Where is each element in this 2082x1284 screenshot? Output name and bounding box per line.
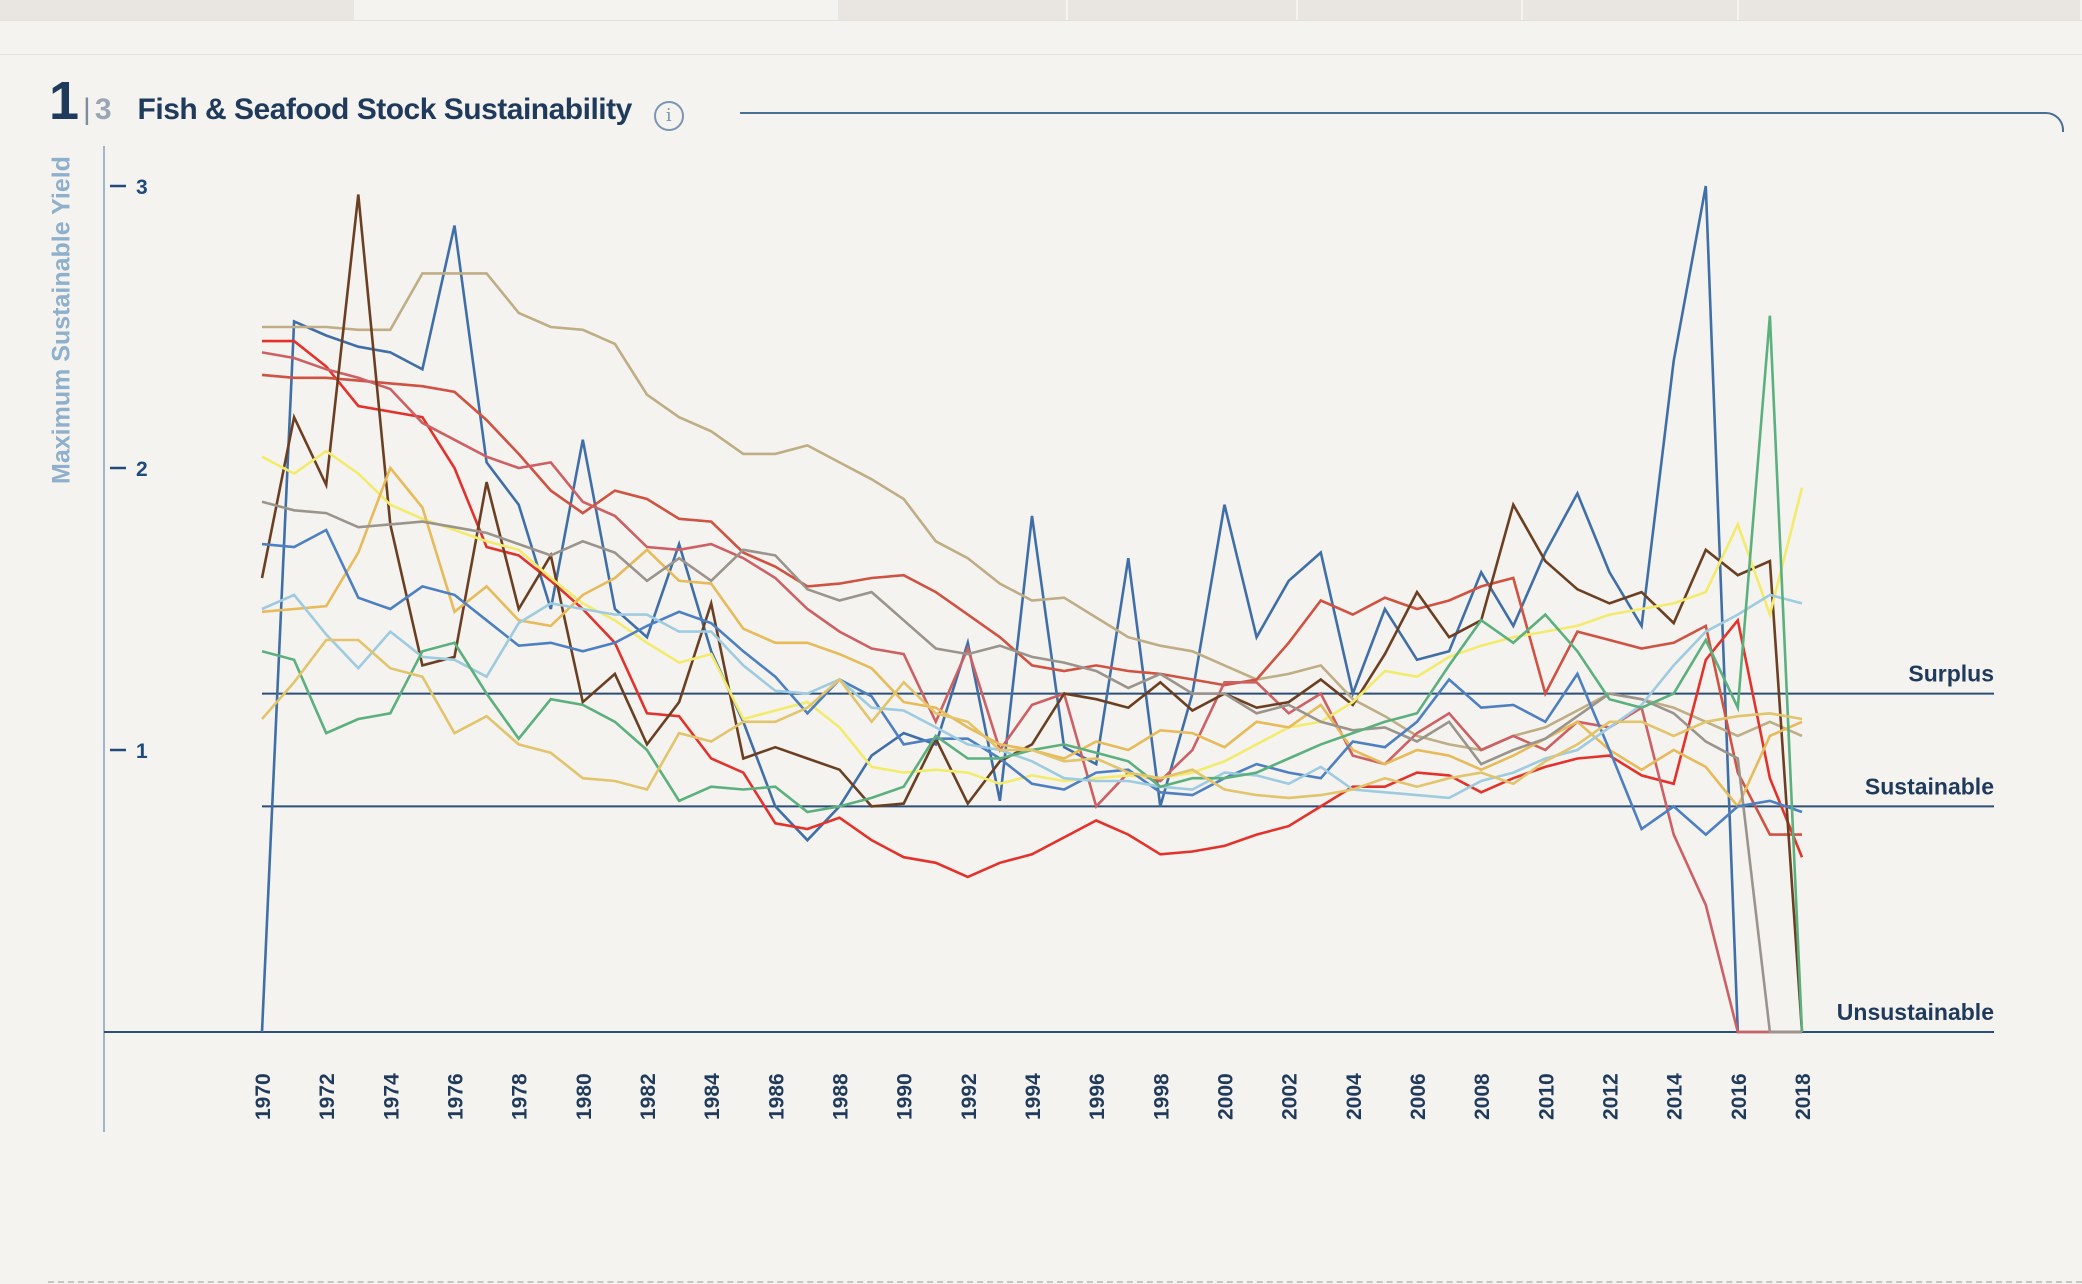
x-tick-label: 1988	[830, 1073, 853, 1120]
x-tick-label: 1992	[958, 1073, 981, 1120]
x-tick-label: 2012	[1600, 1073, 1623, 1120]
x-tick-label: 1994	[1022, 1073, 1045, 1120]
tab-7[interactable]	[1739, 0, 2082, 20]
x-tick-label: 2018	[1792, 1073, 1815, 1120]
x-tick-label: 1984	[701, 1073, 724, 1120]
x-tick-label: 2016	[1728, 1073, 1751, 1120]
tab-1[interactable]	[0, 0, 356, 20]
tab-5[interactable]	[1298, 0, 1523, 20]
info-icon[interactable]: i	[653, 100, 684, 131]
top-tab-strip	[0, 0, 2082, 21]
page-separator: |	[83, 93, 91, 126]
x-tick-label: 1986	[765, 1073, 788, 1120]
x-tick-label: 1990	[894, 1073, 917, 1120]
top-divider	[0, 54, 2082, 55]
reference-line-label: Sustainable	[1865, 773, 1994, 799]
x-tick-label: 2004	[1343, 1073, 1366, 1120]
x-tick-label: 1976	[445, 1073, 468, 1120]
x-tick-label: 1974	[380, 1073, 403, 1120]
series-line	[261, 638, 1803, 800]
tab-6[interactable]	[1523, 0, 1739, 20]
chart-header: 1 | 3 Fish & Seafood Stock Sustainabilit…	[49, 70, 684, 150]
y-tick-label: 2	[136, 458, 148, 481]
series-line	[262, 272, 1803, 752]
x-tick-label: 1998	[1150, 1073, 1173, 1120]
x-tick-label: 1972	[316, 1073, 339, 1120]
series-line	[260, 185, 1802, 1034]
page-total: 3	[94, 93, 112, 126]
x-tick-label: 1980	[573, 1073, 596, 1120]
bottom-divider	[48, 1281, 2082, 1283]
series-line	[261, 500, 1802, 1034]
series-line	[261, 351, 1802, 1034]
series-line	[261, 593, 1803, 800]
tab-3[interactable]	[838, 0, 1068, 20]
series-line	[261, 528, 1803, 837]
x-tick-label: 2000	[1215, 1073, 1238, 1120]
series-line	[261, 315, 1804, 1033]
tab-4[interactable]	[1068, 0, 1298, 20]
y-tick-label: 3	[136, 176, 148, 199]
reference-line-label: Surplus	[1908, 661, 1994, 687]
x-tick-label: 1970	[252, 1073, 275, 1120]
x-tick-label: 2006	[1407, 1073, 1430, 1120]
series-line	[260, 194, 1804, 1033]
x-tick-label: 2002	[1279, 1073, 1302, 1120]
page-number: 1	[49, 71, 79, 131]
reference-line-label: Unsustainable	[1837, 999, 1994, 1025]
tab-2-active[interactable]	[356, 0, 838, 20]
x-tick-label: 1978	[509, 1073, 532, 1120]
series-line	[261, 449, 1804, 786]
x-tick-label: 2014	[1664, 1073, 1687, 1120]
x-tick-label: 2010	[1535, 1073, 1558, 1120]
x-tick-label: 2008	[1471, 1073, 1494, 1120]
y-tick-label: 1	[136, 740, 148, 763]
series-line	[262, 339, 1804, 879]
page-title: Fish & Seafood Stock Sustainability	[137, 93, 633, 126]
series-line	[261, 373, 1802, 836]
x-tick-label: 1996	[1086, 1073, 1109, 1120]
x-tick-label: 1982	[637, 1073, 660, 1120]
